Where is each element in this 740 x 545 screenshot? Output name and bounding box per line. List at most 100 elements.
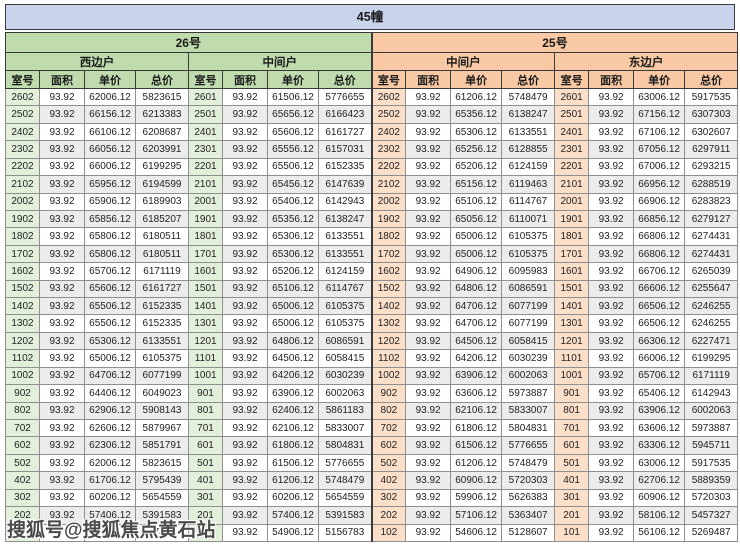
value-cell: 63306.12 [633, 436, 686, 455]
value-cell: 67006.12 [633, 157, 686, 177]
room-number-cell: 602 [5, 436, 40, 455]
value-cell: 93.92 [588, 192, 635, 211]
value-cell: 6171119 [684, 366, 739, 386]
value-cell: 57406.12 [267, 506, 319, 525]
value-cell: 93.92 [222, 244, 268, 264]
value-cell: 65206.12 [267, 262, 319, 281]
value-cell: 62606.12 [84, 419, 136, 438]
value-cell: 93.92 [405, 122, 452, 142]
value-cell: 66006.12 [84, 157, 136, 177]
value-cell: 5776655 [501, 436, 556, 455]
room-number-cell: 1701 [188, 244, 223, 264]
value-cell: 6189903 [135, 192, 189, 211]
value-cell: 93.92 [39, 105, 85, 124]
value-cell: 93.92 [39, 506, 85, 525]
table-row: 2302 93.92 66056.12 6203991 2301 93.92 65556.1… [5, 140, 739, 159]
value-cell: 6124159 [501, 157, 556, 177]
value-cell: 65956.12 [84, 175, 136, 194]
value-cell: 93.92 [39, 279, 85, 299]
col-header-unitprice: 单价 [267, 70, 319, 89]
room-number-cell: 2401 [554, 122, 590, 142]
value-cell: 5833007 [501, 401, 556, 421]
value-cell: 66506.12 [633, 297, 686, 316]
value-cell: 6142943 [317, 192, 373, 211]
value-cell: 65856.12 [84, 209, 136, 229]
table-row: 902 93.92 64406.12 6049023 901 93.92 63906.12 6… [5, 384, 739, 403]
value-cell: 61206.12 [450, 453, 503, 473]
value-cell: 93.92 [588, 105, 635, 124]
room-number-cell: 2502 [371, 105, 407, 124]
value-cell: 65156.12 [450, 175, 503, 194]
value-cell: 93.92 [588, 453, 635, 473]
room-number-cell: 2301 [554, 140, 590, 159]
value-cell: 93.92 [588, 227, 635, 246]
room-number-cell: 2602 [371, 87, 407, 107]
table-row: 702 93.92 62606.12 5879967 701 93.92 62106.12 5… [5, 419, 739, 438]
value-cell: 6279127 [684, 209, 739, 229]
room-number-cell: 1801 [554, 227, 590, 246]
table-row: 2102 93.92 65956.12 6194599 2101 93.92 65456.1… [5, 175, 739, 194]
room-number-cell: 2502 [5, 105, 40, 124]
room-number-cell: 902 [371, 384, 407, 403]
room-number-cell: 2102 [5, 175, 40, 194]
value-cell: 93.92 [222, 297, 268, 316]
room-number-cell: 1201 [188, 331, 223, 351]
value-cell: 61506.12 [267, 87, 319, 107]
value-cell: 61806.12 [450, 419, 503, 438]
value-cell: 63906.12 [450, 366, 503, 386]
room-number-cell: 2601 [554, 87, 590, 107]
value-cell: 93.92 [588, 331, 635, 351]
room-number-cell: 101 [188, 523, 223, 543]
value-cell: 66856.12 [633, 209, 686, 229]
room-number-cell: 2402 [371, 122, 407, 142]
value-cell: 65806.12 [84, 244, 136, 264]
value-cell: 5879967 [135, 419, 189, 438]
value-cell: 6105375 [501, 227, 556, 246]
value-cell: 93.92 [39, 122, 85, 142]
value-cell: 67156.12 [633, 105, 686, 124]
value-cell: 66806.12 [633, 227, 686, 246]
room-number-cell: 402 [371, 471, 407, 490]
value-cell: 93.92 [39, 436, 85, 455]
value-cell: 6180511 [135, 244, 189, 264]
value-cell: 93.92 [222, 227, 268, 246]
value-cell: 6002063 [317, 384, 373, 403]
room-number-cell: 802 [5, 401, 40, 421]
value-cell: 66606.12 [633, 279, 686, 299]
value-cell: 60206.12 [267, 488, 319, 508]
value-cell: 65406.12 [267, 192, 319, 211]
value-cell: 65206.12 [450, 157, 503, 177]
value-cell: 5833007 [317, 419, 373, 438]
value-cell: 61506.12 [267, 453, 319, 473]
value-cell: 93.92 [405, 140, 452, 159]
value-cell: 93.92 [405, 488, 452, 508]
room-number-cell: 601 [554, 436, 590, 455]
value-cell: 5823615 [135, 87, 189, 107]
room-number-cell: 202 [371, 506, 407, 525]
value-cell: 5804831 [501, 419, 556, 438]
value-cell: 6255647 [684, 279, 739, 299]
value-cell: 62406.12 [267, 401, 319, 421]
value-cell: 93.92 [405, 175, 452, 194]
value-cell: 5626383 [501, 488, 556, 508]
table-row: 402 93.92 61706.12 5795439 401 93.92 61206.12 5… [5, 471, 739, 490]
room-number-cell: 2002 [5, 192, 40, 211]
value-cell: 65506.12 [267, 157, 319, 177]
value-cell: 64706.12 [450, 314, 503, 333]
table-row: 1802 93.92 65806.12 6180511 1801 93.92 65306.1… [5, 227, 739, 246]
room-number-cell: 801 [188, 401, 223, 421]
value-cell: 6185207 [135, 209, 189, 229]
value-cell: 65256.12 [450, 140, 503, 159]
value-cell: 65606.12 [84, 279, 136, 299]
value-cell: 65906.12 [84, 192, 136, 211]
value-cell: 93.92 [588, 401, 635, 421]
room-number-cell: 1001 [554, 366, 590, 386]
col-header-room: 室号 [5, 70, 40, 89]
value-cell: 6199295 [684, 349, 739, 368]
value-cell: 93.92 [405, 279, 452, 299]
value-cell: 65356.12 [267, 209, 319, 229]
value-cell: 93.92 [222, 471, 268, 490]
value-cell: 5776655 [317, 87, 373, 107]
col-header-unitprice: 单价 [633, 70, 686, 89]
room-number-cell: 1502 [5, 279, 40, 299]
